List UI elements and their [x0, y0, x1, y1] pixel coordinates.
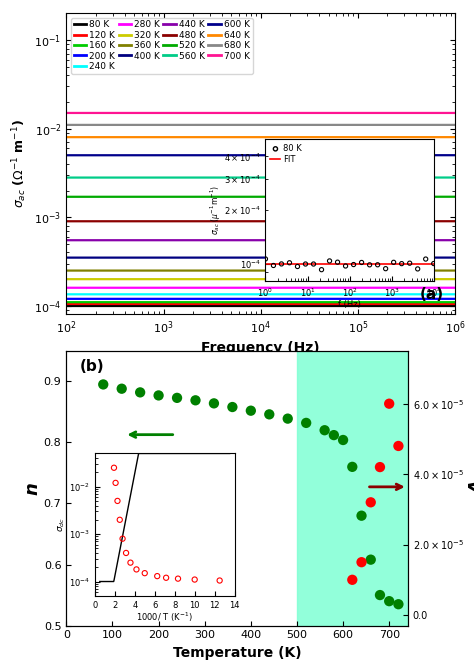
Point: [210, 398, 218, 408]
Point: [330, 430, 337, 440]
Point: [374, 260, 382, 270]
Point: [334, 257, 341, 267]
X-axis label: Temperature (K): Temperature (K): [173, 646, 301, 660]
Point: [137, 387, 144, 398]
Point: [430, 258, 438, 269]
Point: [414, 263, 421, 274]
Point: [127, 557, 134, 568]
Point: [155, 390, 163, 401]
Y-axis label: $\sigma_{ac}$ ($\Omega^{-1}$ m$^{-1}$): $\sigma_{ac}$ ($\Omega^{-1}$ m$^{-1}$): [10, 119, 28, 209]
Point: [278, 259, 285, 269]
Point: [326, 256, 333, 266]
Point: [395, 441, 402, 451]
Point: [284, 413, 292, 424]
Point: [302, 418, 310, 428]
Point: [191, 574, 199, 585]
Point: [422, 254, 429, 264]
Point: [367, 554, 374, 565]
Point: [376, 590, 384, 600]
Point: [302, 259, 310, 269]
Point: [119, 534, 127, 544]
Point: [173, 393, 181, 403]
Y-axis label: $\sigma_{ac}$ ($\mu^{-1}$m$^{-1}$): $\sigma_{ac}$ ($\mu^{-1}$m$^{-1}$): [208, 185, 223, 235]
X-axis label: f (Hz): f (Hz): [338, 300, 361, 309]
Point: [406, 258, 413, 269]
Y-axis label: n: n: [23, 482, 41, 495]
Point: [162, 573, 170, 583]
Point: [339, 435, 347, 446]
Point: [385, 596, 393, 606]
Point: [385, 399, 393, 409]
Point: [122, 547, 130, 558]
Point: [382, 263, 390, 274]
Point: [348, 575, 356, 585]
Point: [367, 497, 374, 508]
Point: [154, 571, 161, 581]
Point: [116, 514, 124, 525]
Point: [366, 260, 374, 270]
Text: (a): (a): [419, 287, 443, 303]
Legend: 80 K, FIT: 80 K, FIT: [270, 143, 302, 165]
Point: [133, 564, 140, 575]
Bar: [297, 351, 408, 626]
Point: [310, 259, 317, 269]
Point: [350, 260, 357, 270]
Point: [358, 510, 365, 521]
Point: [247, 405, 255, 416]
Point: [174, 573, 182, 584]
Point: [110, 463, 118, 473]
Point: [118, 383, 126, 394]
Point: [321, 425, 328, 436]
Point: [318, 264, 325, 275]
Point: [114, 496, 121, 506]
Point: [228, 402, 236, 412]
Point: [216, 575, 223, 586]
Point: [358, 257, 365, 267]
Point: [342, 261, 349, 271]
Point: [395, 599, 402, 610]
Point: [348, 461, 356, 472]
Point: [265, 409, 273, 420]
Point: [141, 568, 148, 579]
Text: (b): (b): [80, 359, 105, 374]
Point: [191, 395, 199, 406]
Point: [112, 477, 119, 488]
Point: [262, 254, 269, 264]
Y-axis label: $\sigma_{dc}$: $\sigma_{dc}$: [57, 517, 67, 532]
Point: [358, 557, 365, 567]
Y-axis label: A: A: [470, 481, 474, 495]
Point: [390, 257, 397, 267]
Point: [286, 258, 293, 268]
X-axis label: 1000/ T (K$^{-1}$): 1000/ T (K$^{-1}$): [137, 611, 193, 624]
Point: [398, 258, 405, 269]
Legend: 80 K, 120 K, 160 K, 200 K, 240 K, 280 K, 320 K, 360 K, 400 K, 440 K, 480 K, 520 : 80 K, 120 K, 160 K, 200 K, 240 K, 280 K,…: [71, 18, 253, 73]
Point: [100, 379, 107, 390]
Point: [376, 462, 384, 473]
Point: [294, 261, 301, 272]
X-axis label: Frequency (Hz): Frequency (Hz): [201, 342, 320, 355]
Point: [270, 260, 277, 271]
